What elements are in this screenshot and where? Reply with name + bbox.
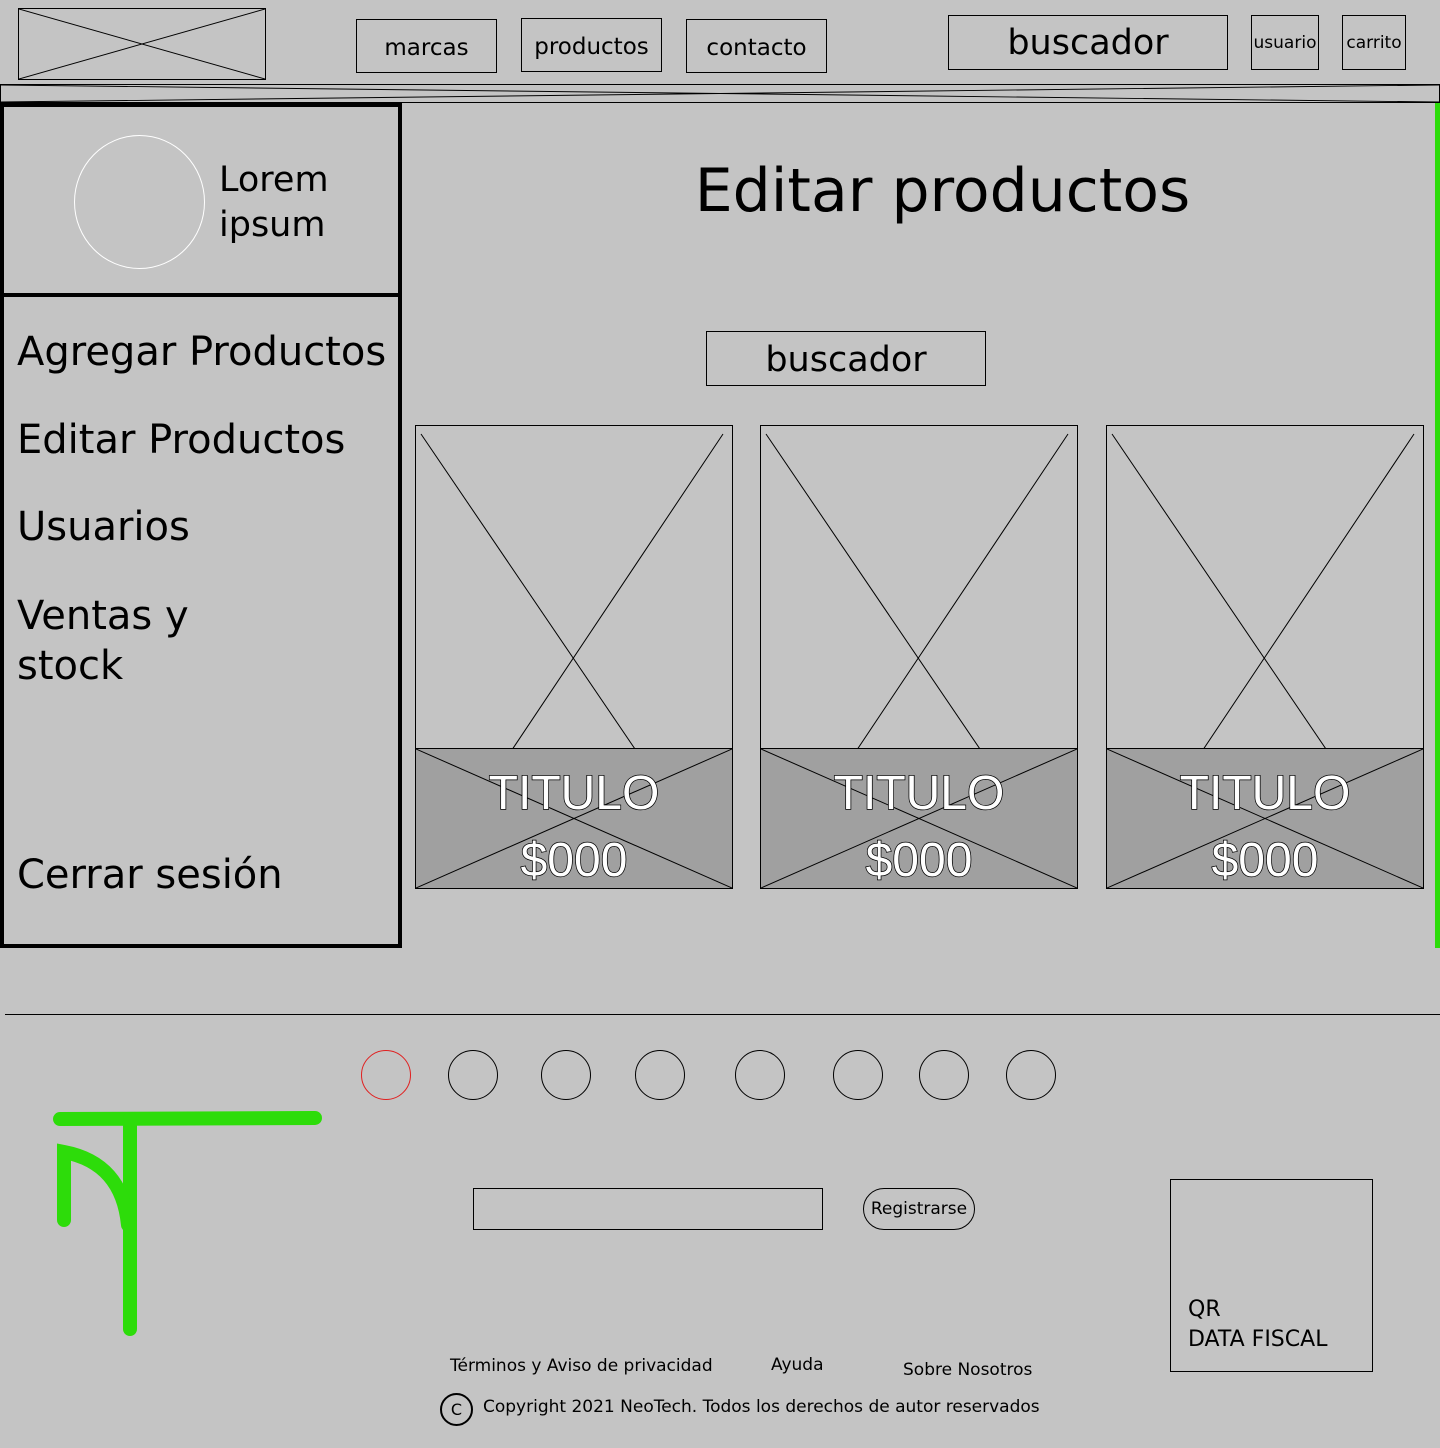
product-title: TITULO <box>833 766 1005 821</box>
social-icon[interactable] <box>635 1050 685 1100</box>
product-title: TITULO <box>1179 766 1351 821</box>
sidebar-item-editar-productos[interactable]: Editar Productos <box>17 417 346 463</box>
social-icon[interactable] <box>448 1050 498 1100</box>
footer-divider <box>5 1014 1440 1015</box>
nav-contacto-button[interactable]: contacto <box>686 19 827 73</box>
page-title: Editar productos <box>694 156 1191 226</box>
sidebar-item-agregar-productos[interactable]: Agregar Productos <box>17 329 387 375</box>
brand-logo-icon <box>53 1111 322 1336</box>
about-link[interactable]: Sobre Nosotros <box>903 1360 1033 1380</box>
user-button[interactable]: usuario <box>1251 15 1319 70</box>
product-search-input[interactable]: buscador <box>706 331 986 386</box>
fiscal-label: DATA FISCAL <box>1188 1327 1328 1352</box>
logout-link[interactable]: Cerrar sesión <box>17 852 283 898</box>
qr-fiscal-box <box>1170 1179 1373 1372</box>
social-icon[interactable] <box>1006 1050 1056 1100</box>
profile-name: Lorem ipsum <box>219 160 329 245</box>
nav-marcas-button[interactable]: marcas <box>356 19 497 73</box>
product-price: $000 <box>1211 833 1319 888</box>
product-info-band <box>1107 748 1423 888</box>
product-price: $000 <box>865 833 973 888</box>
help-link[interactable]: Ayuda <box>771 1355 824 1375</box>
qr-fiscal-text: QR DATA FISCAL <box>1188 1295 1327 1355</box>
terms-link[interactable]: Términos y Aviso de privacidad <box>450 1356 713 1376</box>
newsletter-email-input[interactable] <box>473 1188 823 1230</box>
social-icon[interactable] <box>833 1050 883 1100</box>
product-info-band <box>761 748 1077 888</box>
copyright-icon: C <box>440 1393 473 1426</box>
logo-placeholder[interactable] <box>18 8 266 80</box>
nav-productos-button[interactable]: productos <box>521 18 662 72</box>
header-banner-placeholder <box>0 84 1440 103</box>
product-price: $000 <box>520 833 628 888</box>
product-title: TITULO <box>488 766 660 821</box>
copyright-text: Copyright 2021 NeoTech. Todos los derech… <box>483 1397 1040 1417</box>
product-card[interactable]: TITULO $000 <box>760 425 1078 889</box>
product-info-band <box>416 748 732 888</box>
social-icon[interactable] <box>361 1050 411 1100</box>
avatar <box>74 135 205 269</box>
social-icon[interactable] <box>919 1050 969 1100</box>
social-icon[interactable] <box>735 1050 785 1100</box>
product-card[interactable]: TITULO $000 <box>1106 425 1424 889</box>
sidebar-item-ventas-stock[interactable]: Ventas y stock <box>17 593 189 689</box>
sidebar-item-usuarios[interactable]: Usuarios <box>17 504 190 550</box>
qr-label: QR <box>1188 1297 1221 1322</box>
register-button[interactable]: Registrarse <box>863 1188 975 1230</box>
header-search-input[interactable]: buscador <box>948 15 1228 70</box>
product-card[interactable]: TITULO $000 <box>415 425 733 889</box>
profile-panel <box>0 103 402 297</box>
social-icon[interactable] <box>541 1050 591 1100</box>
cart-button[interactable]: carrito <box>1342 15 1406 70</box>
main-right-accent <box>1435 103 1440 948</box>
